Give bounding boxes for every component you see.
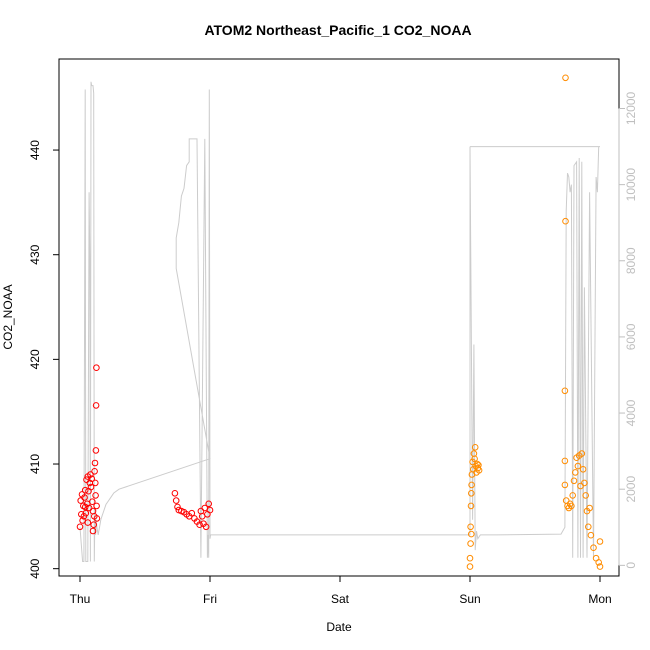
data-point bbox=[579, 466, 587, 473]
data-point bbox=[578, 450, 586, 457]
data-point bbox=[587, 531, 595, 539]
data-point bbox=[586, 504, 593, 512]
y-tick-label: 440 bbox=[28, 140, 42, 160]
data-point bbox=[596, 538, 604, 545]
y2-tick-label: 4000 bbox=[624, 399, 638, 426]
data-point bbox=[468, 490, 475, 497]
data-point bbox=[188, 509, 196, 517]
data-point bbox=[475, 467, 483, 474]
x-tick-label: Sat bbox=[331, 592, 350, 606]
data-point bbox=[90, 521, 97, 529]
data-point bbox=[89, 527, 97, 535]
data-point bbox=[174, 503, 181, 511]
data-point bbox=[82, 509, 90, 517]
data-point bbox=[93, 502, 100, 510]
x-axis: Thu Fri Sat Sun Mon bbox=[70, 575, 612, 606]
data-point bbox=[570, 477, 578, 485]
data-point bbox=[92, 492, 99, 499]
y-tick-label: 400 bbox=[28, 558, 42, 578]
altitude-line bbox=[79, 81, 600, 562]
series-1 bbox=[466, 74, 604, 570]
data-point bbox=[81, 486, 89, 494]
data-point bbox=[89, 498, 96, 506]
data-point bbox=[562, 217, 569, 225]
data-point bbox=[77, 497, 84, 504]
data-point bbox=[172, 497, 180, 504]
x-tick-label: Thu bbox=[70, 592, 91, 606]
data-point bbox=[84, 519, 92, 526]
y-tick-label: 420 bbox=[28, 349, 42, 369]
data-point bbox=[92, 479, 99, 487]
data-point bbox=[561, 481, 569, 489]
data-point bbox=[87, 483, 95, 491]
data-point bbox=[466, 563, 474, 570]
data-point bbox=[91, 468, 98, 475]
y-axis-left: 400 410 420 430 440 bbox=[28, 140, 60, 579]
y2-tick-label: 2000 bbox=[624, 476, 638, 503]
y2-tick-label: 12000 bbox=[624, 91, 638, 125]
y-axis-right: 0 2000 4000 6000 8000 10000 12000 bbox=[618, 91, 638, 569]
data-point bbox=[572, 469, 579, 476]
data-point bbox=[568, 502, 575, 510]
data-point bbox=[171, 490, 179, 497]
data-point bbox=[561, 457, 569, 465]
x-tick-label: Sun bbox=[459, 592, 480, 606]
y-tick-label: 430 bbox=[28, 244, 42, 264]
data-point bbox=[574, 462, 582, 470]
plot-area bbox=[76, 74, 604, 570]
data-point bbox=[81, 503, 89, 511]
data-point bbox=[88, 475, 95, 483]
chart-title: ATOM2 Northeast_Pacific_1 CO2_NOAA bbox=[204, 22, 471, 38]
data-point bbox=[582, 492, 590, 499]
data-point bbox=[76, 523, 84, 531]
data-point bbox=[93, 515, 101, 522]
data-point bbox=[473, 460, 481, 468]
data-point bbox=[471, 444, 479, 451]
data-point bbox=[569, 492, 577, 499]
data-point bbox=[581, 479, 588, 487]
y2-tick-label: 6000 bbox=[624, 323, 638, 350]
data-point bbox=[562, 74, 569, 82]
data-point bbox=[471, 455, 478, 463]
data-point bbox=[467, 540, 474, 547]
y-axis-label: CO2_NOAA bbox=[1, 284, 15, 349]
x-tick-label: Fri bbox=[203, 592, 217, 606]
data-point bbox=[92, 402, 100, 409]
data-point bbox=[466, 554, 474, 562]
data-point bbox=[81, 494, 88, 501]
data-point bbox=[590, 544, 597, 552]
data-point bbox=[561, 387, 569, 395]
data-point bbox=[467, 523, 474, 531]
y2-tick-label: 8000 bbox=[624, 247, 638, 274]
data-point bbox=[596, 563, 604, 570]
data-point bbox=[468, 481, 475, 489]
x-tick-label: Mon bbox=[588, 592, 611, 606]
plot-frame bbox=[58, 58, 620, 577]
data-point bbox=[468, 530, 475, 538]
data-point bbox=[196, 521, 203, 529]
data-point bbox=[595, 559, 603, 566]
y2-tick-label: 0 bbox=[624, 562, 638, 569]
data-point bbox=[585, 523, 592, 531]
data-point bbox=[202, 523, 210, 531]
data-point bbox=[87, 471, 94, 478]
data-point bbox=[93, 364, 100, 372]
x-axis-label: Date bbox=[326, 620, 352, 634]
y2-tick-label: 10000 bbox=[624, 168, 638, 202]
data-point bbox=[206, 506, 214, 514]
data-point bbox=[91, 459, 99, 467]
data-point bbox=[92, 447, 100, 454]
data-point bbox=[467, 502, 475, 510]
data-point bbox=[205, 500, 212, 508]
series-0 bbox=[76, 364, 214, 535]
y-tick-label: 410 bbox=[28, 454, 42, 474]
